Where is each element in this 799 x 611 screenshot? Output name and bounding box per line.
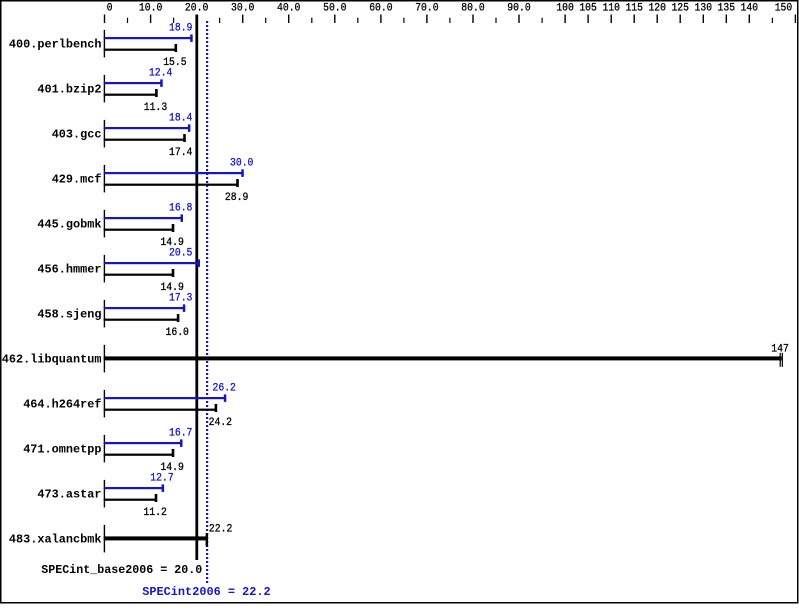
svg-text:16.8: 16.8: [169, 203, 192, 215]
svg-text:50.0: 50.0: [323, 3, 346, 15]
svg-text:11.2: 11.2: [143, 507, 166, 519]
svg-text:22.2: 22.2: [209, 524, 232, 536]
svg-text:28.9: 28.9: [225, 192, 248, 204]
svg-text:445.gobmk: 445.gobmk: [37, 218, 101, 232]
svg-text:473.astar: 473.astar: [37, 488, 101, 502]
svg-text:401.bzip2: 401.bzip2: [37, 83, 101, 97]
svg-text:15.5: 15.5: [163, 57, 186, 69]
svg-text:SPECint2006 = 22.2: SPECint2006 = 22.2: [142, 585, 270, 599]
svg-text:17.4: 17.4: [169, 147, 193, 159]
svg-text:0: 0: [107, 3, 113, 15]
svg-text:14.9: 14.9: [160, 282, 183, 294]
svg-text:150: 150: [775, 3, 793, 15]
svg-text:429.mcf: 429.mcf: [52, 173, 102, 187]
svg-text:40.0: 40.0: [277, 3, 300, 15]
svg-text:483.xalancbmk: 483.xalancbmk: [9, 533, 102, 547]
svg-text:147: 147: [771, 344, 789, 356]
svg-text:130: 130: [695, 3, 713, 15]
svg-text:100: 100: [556, 3, 574, 15]
svg-text:16.7: 16.7: [169, 428, 192, 440]
svg-text:SPECint_base2006 = 20.0: SPECint_base2006 = 20.0: [41, 563, 202, 577]
svg-text:464.h264ref: 464.h264ref: [23, 398, 101, 412]
svg-text:18.9: 18.9: [169, 23, 192, 35]
svg-text:403.gcc: 403.gcc: [52, 128, 102, 142]
svg-text:456.hmmer: 456.hmmer: [37, 263, 101, 277]
svg-text:16.0: 16.0: [166, 327, 189, 339]
svg-text:12.7: 12.7: [150, 473, 173, 485]
svg-text:458.sjeng: 458.sjeng: [37, 308, 101, 322]
svg-text:120: 120: [648, 3, 666, 15]
svg-text:30.0: 30.0: [231, 3, 254, 15]
svg-text:135: 135: [718, 3, 736, 15]
svg-text:30.0: 30.0: [230, 158, 253, 170]
svg-text:11.3: 11.3: [144, 102, 167, 114]
svg-text:70.0: 70.0: [415, 3, 438, 15]
svg-text:140: 140: [741, 3, 759, 15]
svg-text:18.4: 18.4: [169, 113, 193, 125]
svg-text:462.libquantum: 462.libquantum: [2, 353, 102, 367]
svg-text:110: 110: [602, 3, 620, 15]
svg-text:471.omnetpp: 471.omnetpp: [23, 443, 101, 457]
svg-text:10.0: 10.0: [139, 3, 162, 15]
svg-text:14.9: 14.9: [160, 237, 183, 249]
svg-text:17.3: 17.3: [169, 293, 192, 305]
svg-text:115: 115: [625, 3, 643, 15]
svg-text:125: 125: [671, 3, 689, 15]
svg-text:20.5: 20.5: [169, 248, 192, 260]
svg-text:80.0: 80.0: [461, 3, 484, 15]
svg-text:12.4: 12.4: [149, 68, 173, 80]
svg-text:14.9: 14.9: [160, 462, 183, 474]
svg-text:400.perlbench: 400.perlbench: [9, 38, 102, 52]
svg-text:90.0: 90.0: [507, 3, 530, 15]
svg-text:20.0: 20.0: [185, 3, 208, 15]
svg-text:105: 105: [579, 3, 597, 15]
svg-text:60.0: 60.0: [369, 3, 392, 15]
svg-text:26.2: 26.2: [213, 383, 236, 395]
svg-text:24.2: 24.2: [209, 417, 232, 429]
